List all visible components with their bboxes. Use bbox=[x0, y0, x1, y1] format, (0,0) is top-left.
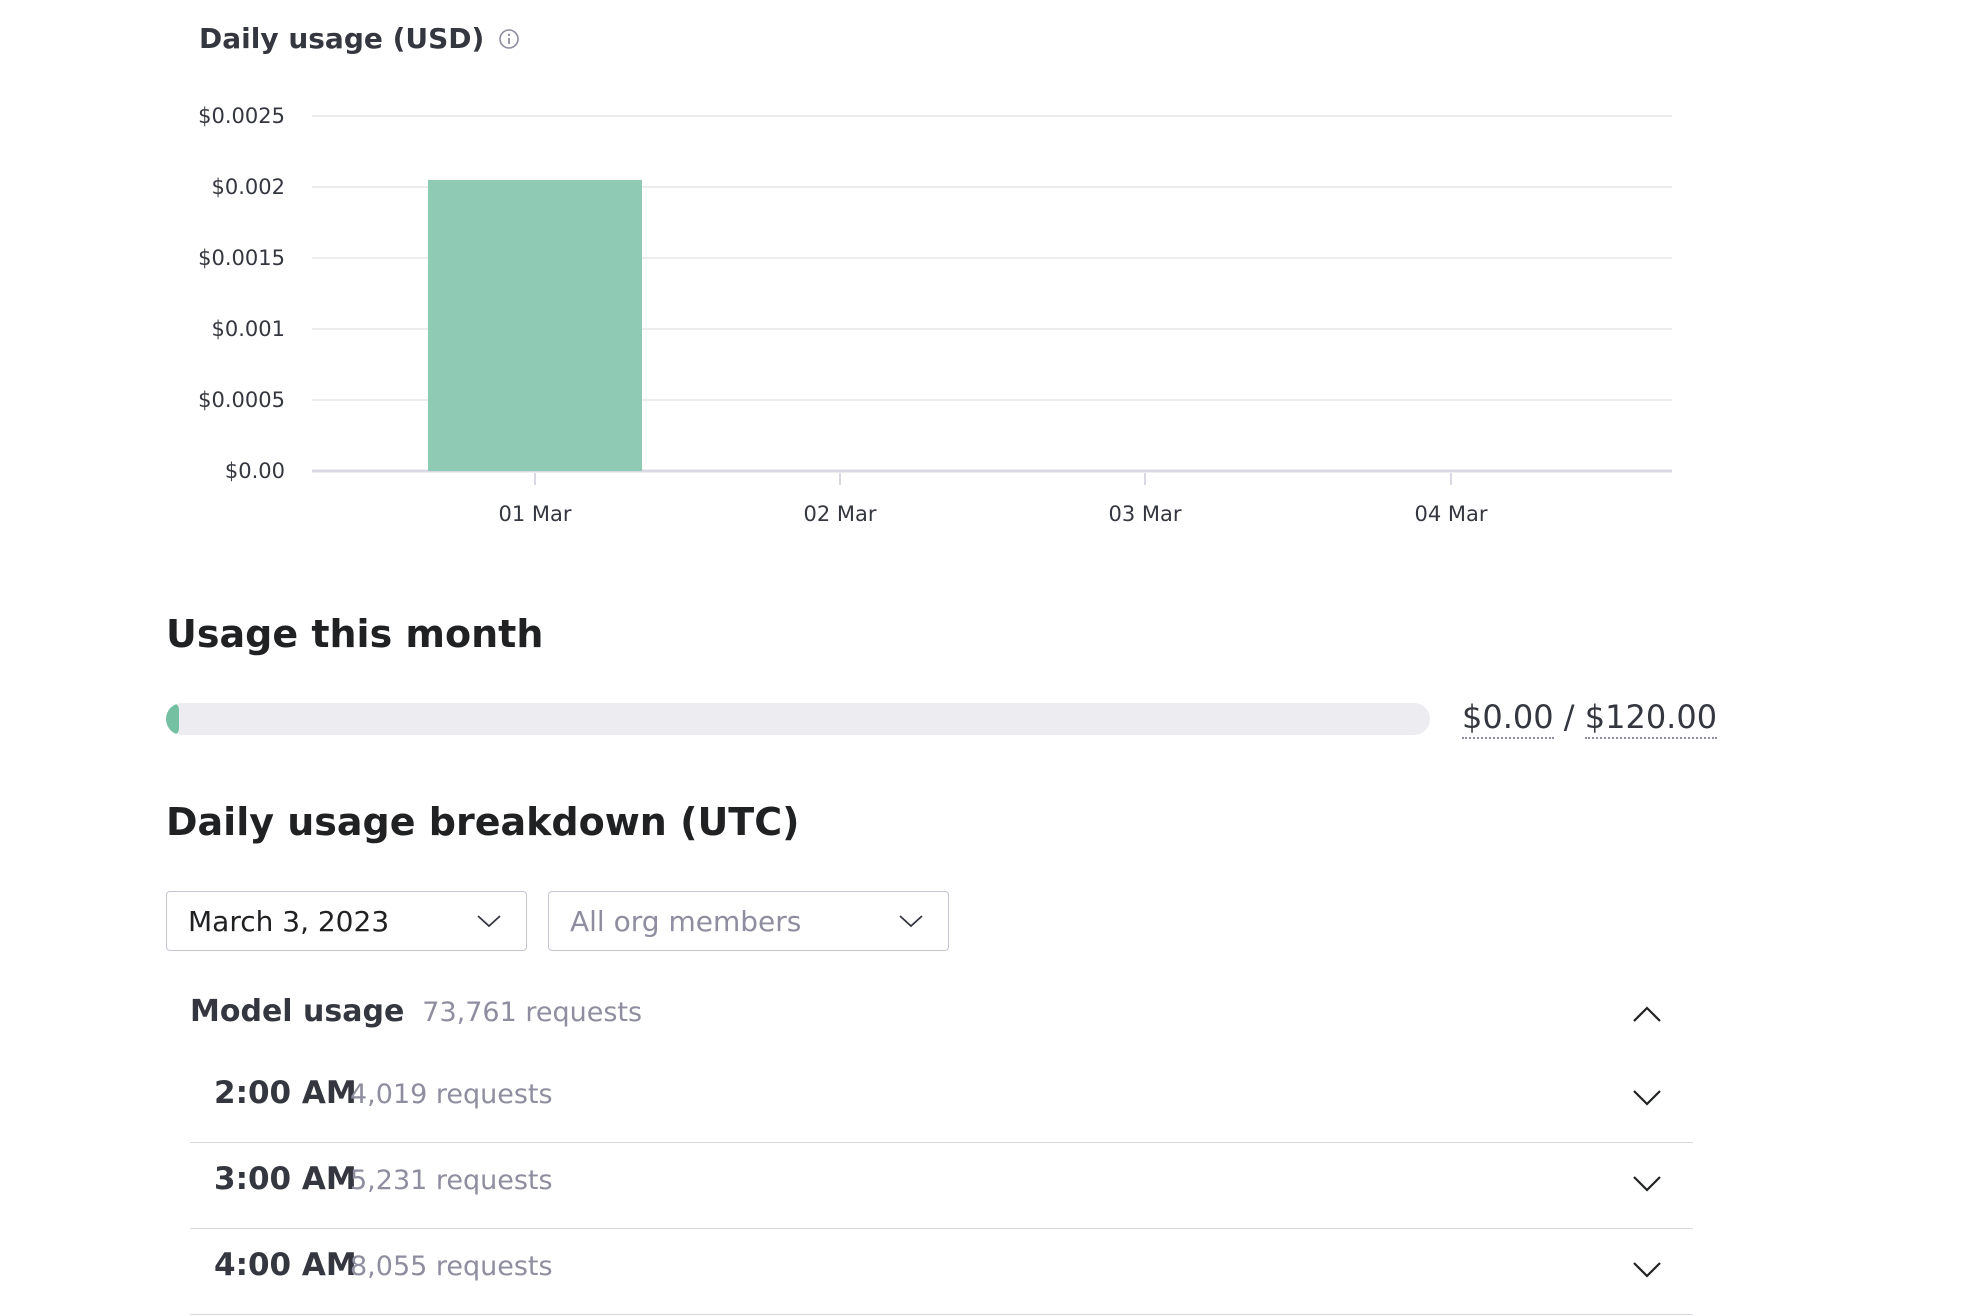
hour-request-count: 5,231 requests bbox=[350, 1165, 553, 1196]
usage-progress-bar bbox=[166, 703, 1430, 735]
chevron-down-icon[interactable] bbox=[1632, 1088, 1662, 1108]
hour-row[interactable]: 2:00 AM 4,019 requests bbox=[190, 1057, 1693, 1143]
members-select-value: All org members bbox=[570, 904, 802, 938]
hour-label: 4:00 AM bbox=[214, 1247, 357, 1283]
y-tick-label: $0.0025 bbox=[198, 104, 285, 128]
info-circle-icon[interactable] bbox=[498, 28, 520, 50]
model-usage-label: Model usage bbox=[190, 994, 405, 1029]
model-usage-count: 73,761 requests bbox=[422, 997, 643, 1028]
hour-request-count: 8,055 requests bbox=[350, 1251, 553, 1282]
chevron-down-icon[interactable] bbox=[1632, 1260, 1662, 1280]
members-select[interactable]: All org members bbox=[548, 891, 949, 951]
usage-progress-fill bbox=[166, 703, 179, 735]
y-tick-label: $0.001 bbox=[212, 317, 285, 341]
bar-0[interactable] bbox=[428, 179, 642, 471]
chart-title: Daily usage (USD) bbox=[199, 22, 520, 55]
hour-row[interactable]: 3:00 AM 5,231 requests bbox=[190, 1143, 1693, 1229]
y-tick-label: $0.002 bbox=[212, 175, 285, 199]
usage-this-month-title: Usage this month bbox=[166, 612, 544, 656]
x-tick-label: 03 Mar bbox=[1108, 502, 1181, 526]
date-select[interactable]: March 3, 2023 bbox=[166, 891, 527, 951]
hour-label: 2:00 AM bbox=[214, 1075, 357, 1111]
amount-limit[interactable]: $120.00 bbox=[1584, 698, 1718, 739]
usage-amount: $0.00 / $120.00 bbox=[1462, 698, 1718, 739]
y-tick-label: $0.00 bbox=[225, 459, 285, 483]
chevron-down-icon bbox=[899, 915, 923, 928]
chevron-down-icon bbox=[477, 915, 501, 928]
amount-separator: / bbox=[1563, 698, 1575, 736]
chart-title-text: Daily usage (USD) bbox=[199, 22, 485, 55]
x-tick-label: 01 Mar bbox=[498, 502, 571, 526]
x-tick-label: 02 Mar bbox=[803, 502, 876, 526]
x-tick-label: 04 Mar bbox=[1414, 502, 1487, 526]
y-tick-label: $0.0015 bbox=[198, 246, 285, 270]
date-select-value: March 3, 2023 bbox=[188, 904, 390, 938]
daily-usage-chart: $0.00 $0.0005 $0.001 $0.0015 $0.002 $0.0025 01… bbox=[198, 104, 1672, 526]
hour-label: 3:00 AM bbox=[214, 1161, 357, 1197]
amount-used[interactable]: $0.00 bbox=[1462, 698, 1554, 739]
chevron-up-icon[interactable] bbox=[1632, 1004, 1662, 1024]
hour-row[interactable]: 4:00 AM 8,055 requests bbox=[190, 1229, 1693, 1315]
chevron-down-icon[interactable] bbox=[1632, 1174, 1662, 1194]
daily-breakdown-title: Daily usage breakdown (UTC) bbox=[166, 800, 800, 844]
hour-request-count: 4,019 requests bbox=[350, 1079, 553, 1110]
y-tick-label: $0.0005 bbox=[198, 388, 285, 412]
model-usage-header[interactable]: Model usage 73,761 requests bbox=[190, 994, 1670, 1029]
